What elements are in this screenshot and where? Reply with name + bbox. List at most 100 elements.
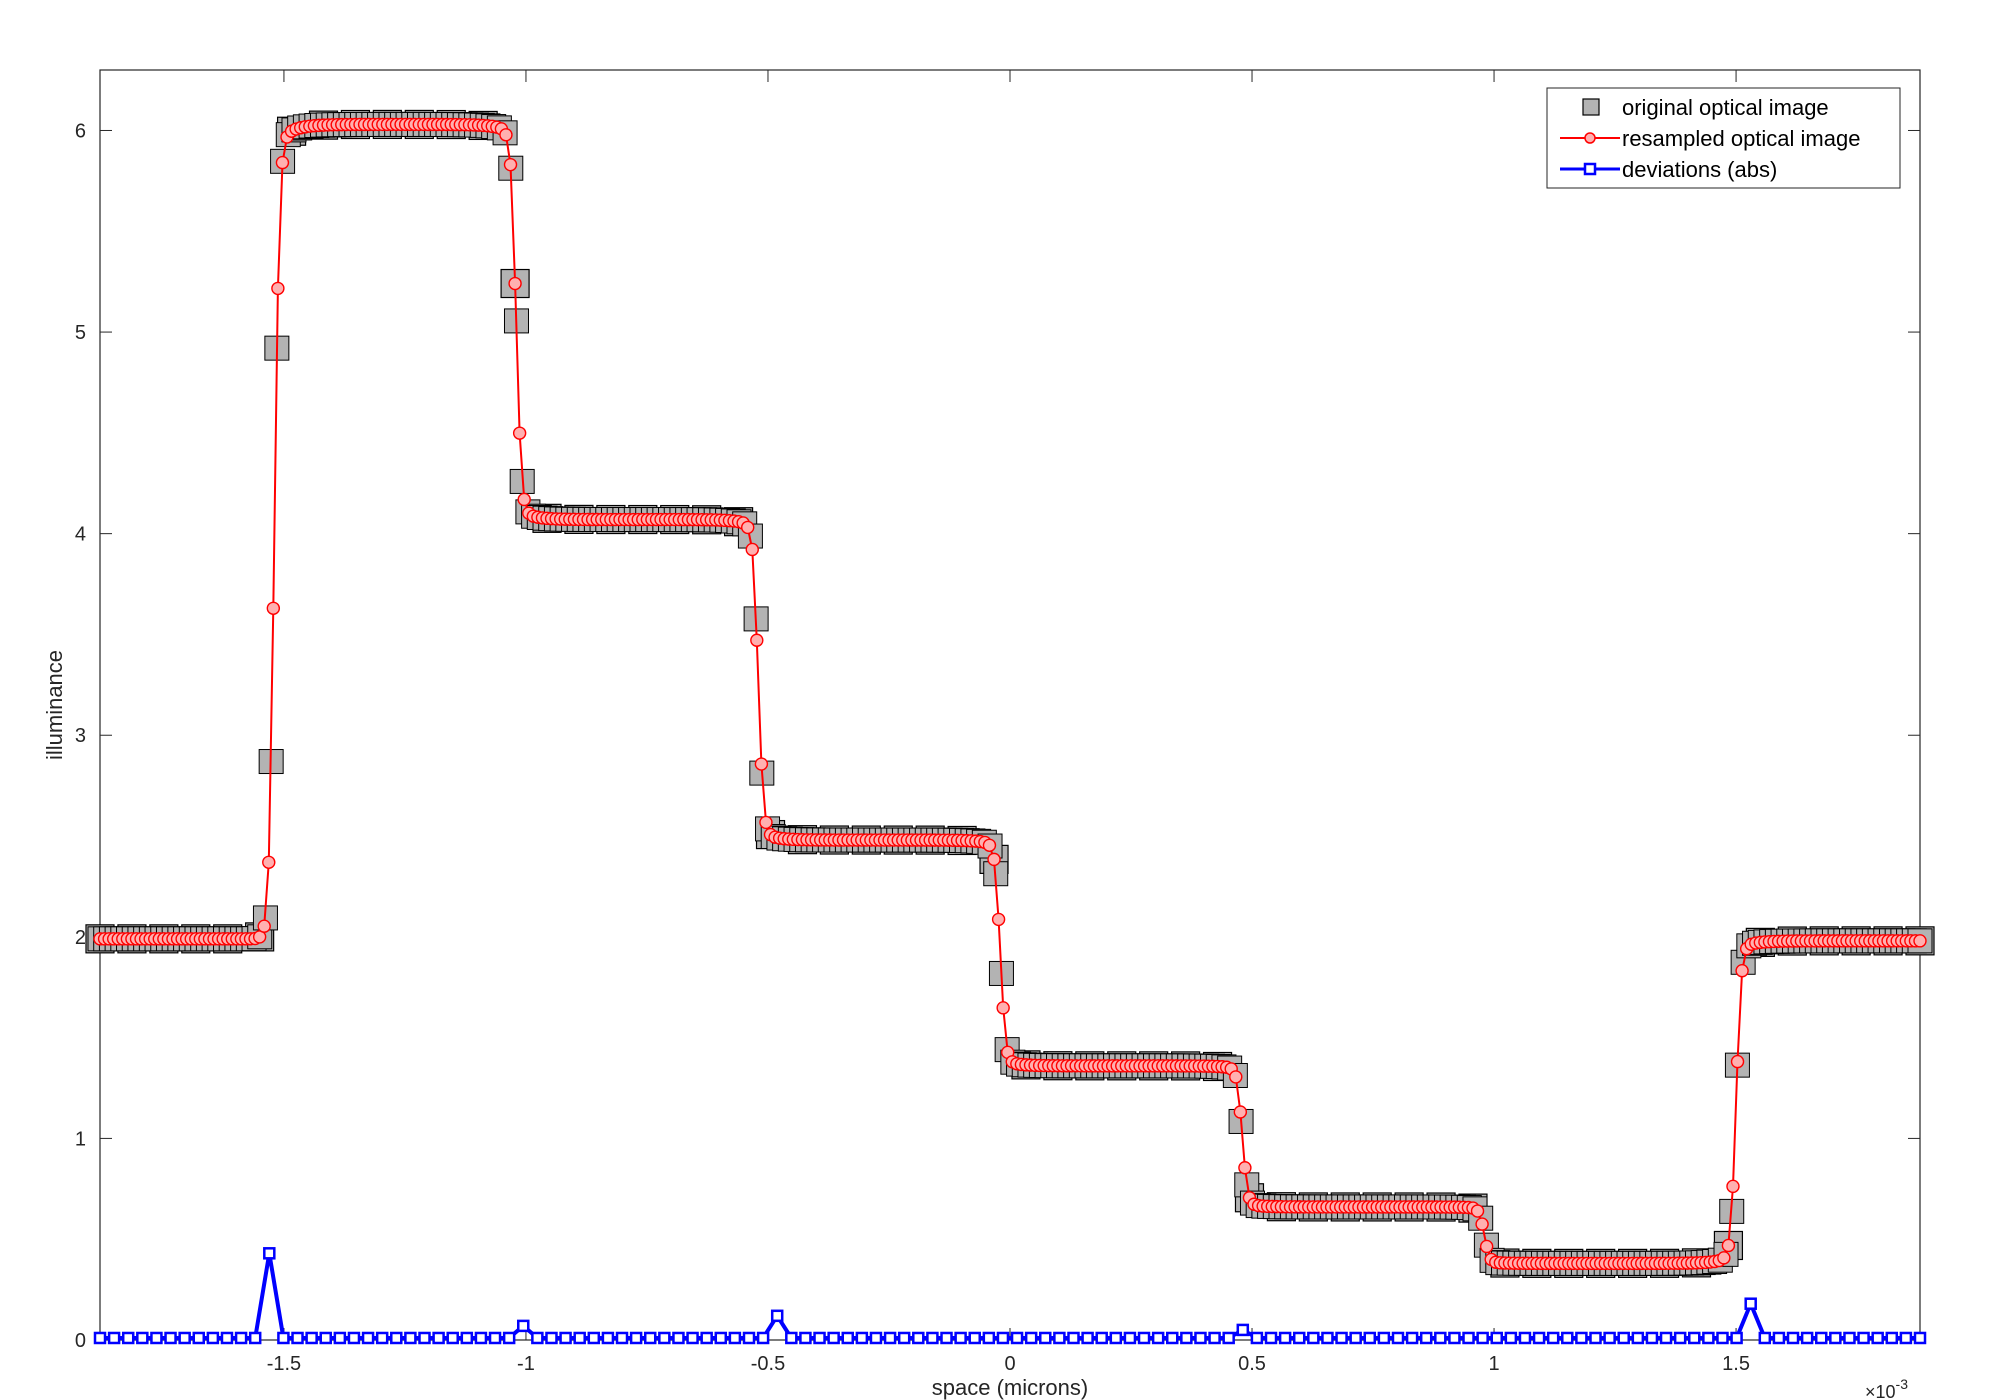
deviation-sample-marker [460,1331,474,1345]
deviation-sample-marker [841,1331,855,1345]
x-tick-label: -1.5 [267,1353,301,1375]
deviation-sample-marker [1871,1331,1884,1345]
deviation-sample-marker [1434,1331,1447,1345]
deviation-sample-marker [1829,1331,1842,1345]
deviation-sample-marker [1476,1331,1489,1345]
deviation-sample-marker [1278,1331,1292,1345]
deviation-sample-marker [869,1331,883,1345]
resampled-series [93,117,1927,1271]
deviation-sample-marker [615,1331,629,1345]
resampled-sample-marker [987,852,1001,867]
legend-deviation-label: deviations (abs) [1622,157,1777,182]
deviation-sample-marker [206,1331,220,1345]
resampled-sample-marker [503,157,518,172]
deviation-sample-marker [333,1331,347,1345]
deviation-sample-marker [319,1331,332,1345]
resampled-sample-marker [499,128,513,142]
deviation-sample-marker [277,1331,290,1345]
deviation-sample-marker [1180,1331,1193,1345]
deviation-sample-marker [1490,1331,1503,1345]
deviation-sample-marker [1194,1331,1207,1345]
deviation-sample-marker [1264,1331,1278,1345]
deviation-sample-marker [1137,1331,1151,1345]
deviation-sample-marker [432,1331,445,1345]
resampled-sample-marker [266,601,281,615]
resampled-sample-marker [759,815,773,830]
deviation-sample-marker [1208,1331,1221,1345]
deviation-line [100,1252,1920,1340]
legend-deviation-marker [1583,162,1597,176]
deviation-sample-marker [1589,1331,1602,1345]
deviation-sample-marker [220,1331,234,1345]
resampled-sample-marker [1721,1238,1736,1253]
x-exponent-label: ×10-3 [1865,1376,1908,1400]
deviation-sample-marker [1631,1331,1645,1345]
deviation-sample-marker [1603,1331,1616,1345]
deviation-sample-marker [375,1331,389,1345]
deviation-sample-marker [559,1331,572,1345]
deviation-sample-marker [658,1331,671,1345]
y-tick-label: 3 [75,725,86,747]
deviation-sample-marker [968,1331,981,1345]
deviation-sample-marker [404,1331,417,1345]
deviation-sample-marker [1363,1331,1377,1345]
deviation-sample-marker [1123,1331,1137,1345]
deviation-sample-marker [912,1331,925,1345]
deviation-sample-marker [1688,1331,1701,1345]
deviation-sample-marker [1659,1331,1673,1345]
resampled-sample-marker [1717,1251,1731,1265]
deviation-sample-marker [1024,1331,1038,1345]
deviation-sample-marker [1532,1331,1546,1345]
deviation-sample-marker [1307,1331,1320,1345]
deviation-sample-marker [1518,1331,1532,1345]
resampled-sample-marker [257,919,271,933]
resampled-sample-marker [1475,1217,1489,1231]
x-tick-label: -1 [517,1353,535,1375]
deviation-sample-marker [178,1331,191,1345]
resampled-sample-marker [275,155,290,170]
deviation-sample-marker [1222,1331,1235,1345]
deviation-sample-marker [1504,1331,1518,1345]
resampled-sample-marker [508,276,522,291]
x-axis-label: space (microns) [932,1375,1088,1400]
deviation-sample-marker [813,1331,826,1345]
y-tick-label: 0 [75,1330,86,1352]
y-axis-label: illuminance [42,650,67,760]
deviation-sample-marker [192,1331,206,1345]
deviation-sample-marker [1039,1331,1052,1345]
deviation-sample-marker [1702,1331,1715,1345]
deviation-sample-marker [799,1331,812,1345]
deviation-sample-marker [1448,1331,1461,1345]
deviation-sample-marker [121,1331,135,1345]
resampled-sample-marker [1730,1054,1745,1069]
deviation-sample-marker [1843,1331,1856,1345]
resampled-sample-marker [517,492,531,507]
deviation-sample-marker [982,1331,996,1345]
resampled-sample-marker [745,542,759,557]
deviation-sample-marker [1546,1331,1560,1345]
deviation-sample-marker [545,1331,558,1345]
deviation-sample-marker [855,1331,869,1345]
deviation-sample-marker [1010,1331,1024,1345]
deviation-sample-marker [150,1331,163,1345]
deviation-sample-marker [1151,1331,1165,1345]
deviation-sample-marker [1405,1331,1419,1345]
deviation-sample-marker [1250,1331,1264,1345]
deviation-sample-marker [1349,1331,1362,1345]
deviation-sample-marker [926,1331,939,1345]
deviation-sample-marker [1885,1331,1899,1345]
resampled-sample-marker [750,633,764,647]
deviation-sample-marker [305,1331,318,1345]
deviation-sample-marker [940,1331,953,1345]
deviation-sample-marker [714,1331,728,1345]
deviation-sample-marker [1814,1331,1828,1345]
deviation-sample-marker [1730,1331,1743,1345]
legend-resampled-label: resampled optical image [1622,126,1860,151]
deviation-sample-marker [728,1331,742,1345]
deviation-sample-marker [1716,1331,1729,1345]
resampled-sample-marker [991,912,1006,927]
resampled-sample-marker [754,757,769,771]
axis-ticks: -1.5 -1 -0.5 0 0.5 1 1.5 0 1 2 3 4 5 6 [75,70,1920,1375]
deviation-sample-marker [1391,1331,1405,1345]
